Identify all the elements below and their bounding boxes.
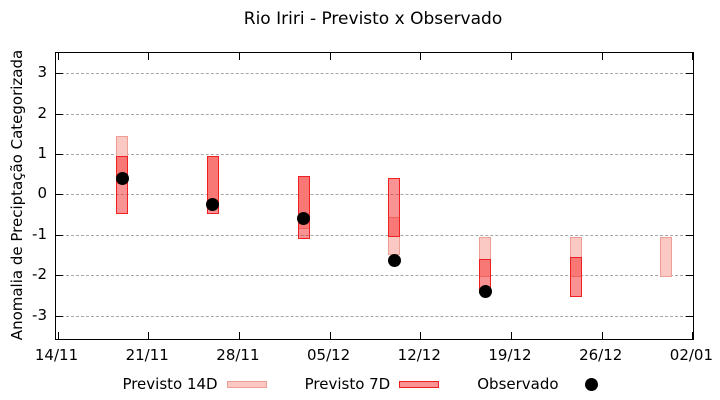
previsto-7d-bar: [569, 256, 582, 298]
y-tick-mark: [686, 73, 693, 75]
gridline: [56, 194, 693, 196]
legend: Previsto 14D Previsto 7D Observado: [0, 375, 720, 393]
y-tick-mark: [686, 153, 693, 155]
gridline: [56, 275, 693, 277]
x-tick-mark: [238, 53, 240, 60]
legend-label: Previsto 7D: [304, 375, 391, 393]
x-tick-label: 26/12: [579, 346, 623, 364]
y-tick-mark: [56, 73, 63, 75]
previsto-14d-bar: [660, 236, 673, 278]
x-tick-mark: [692, 332, 694, 339]
x-tick-mark: [510, 53, 512, 60]
observado-point: [478, 284, 492, 298]
y-tick-mark: [56, 113, 63, 115]
y-tick-mark: [686, 234, 693, 236]
gridline: [56, 234, 693, 236]
x-tick-mark: [692, 53, 694, 60]
x-tick-label: 05/12: [306, 346, 351, 364]
y-tick-mark: [56, 194, 63, 196]
x-tick-mark: [148, 53, 150, 60]
y-tick-mark: [686, 113, 693, 115]
y-tick-mark: [686, 315, 693, 317]
x-tick-label: 28/11: [216, 346, 260, 364]
previsto-7d-bar: [116, 155, 129, 215]
legend-item-observado: Observado: [477, 375, 598, 393]
y-tick-mark: [56, 275, 63, 277]
gridline: [56, 73, 693, 75]
y-tick-mark: [56, 315, 63, 317]
observado-point: [206, 197, 220, 211]
previsto-7d-bar: [388, 178, 401, 237]
x-tick-mark: [420, 332, 422, 339]
x-tick-mark: [329, 332, 331, 339]
chart-title: Rio Iriri - Previsto x Observado: [243, 9, 503, 29]
plot-area: [55, 52, 694, 340]
y-tick-label: 0: [37, 184, 47, 203]
x-tick-label: 12/12: [397, 346, 441, 364]
y-tick-mark: [56, 234, 63, 236]
y-tick-label: -3: [32, 305, 47, 324]
y-tick-mark: [686, 275, 693, 277]
y-tick-label: 2: [37, 103, 47, 122]
observado-swatch: [584, 377, 598, 391]
x-tick-mark: [57, 53, 59, 60]
y-tick-label: -1: [32, 224, 47, 243]
x-tick-label: 21/11: [125, 346, 169, 364]
legend-label: Observado: [477, 375, 559, 393]
x-tick-mark: [510, 332, 512, 339]
x-tick-mark: [238, 332, 240, 339]
y-tick-label: 1: [37, 143, 47, 162]
previsto-14d-swatch: [226, 380, 267, 388]
gridline: [56, 153, 693, 155]
legend-item-previsto-7d: Previsto 7D: [305, 375, 440, 393]
y-tick-label: -2: [32, 265, 47, 284]
y-tick-mark: [56, 153, 63, 155]
legend-label: Previsto 14D: [122, 375, 218, 393]
x-tick-mark: [601, 53, 603, 60]
previsto-7d-bar: [297, 176, 310, 239]
x-tick-mark: [57, 332, 59, 339]
x-tick-mark: [601, 332, 603, 339]
observado-point: [387, 254, 401, 268]
gridline: [56, 113, 693, 115]
y-tick-label: 3: [37, 63, 47, 82]
x-tick-mark: [148, 332, 150, 339]
x-tick-label: 02/01: [669, 346, 714, 364]
legend-item-previsto-14d: Previsto 14D: [122, 375, 267, 393]
gridline: [56, 315, 693, 317]
x-tick-label: 14/11: [34, 346, 79, 364]
previsto-7d-swatch: [399, 380, 440, 388]
observado-point: [297, 212, 311, 226]
x-tick-mark: [329, 53, 331, 60]
x-tick-mark: [420, 53, 422, 60]
x-tick-label: 19/12: [488, 346, 532, 364]
y-tick-mark: [686, 194, 693, 196]
observado-point: [115, 171, 129, 185]
